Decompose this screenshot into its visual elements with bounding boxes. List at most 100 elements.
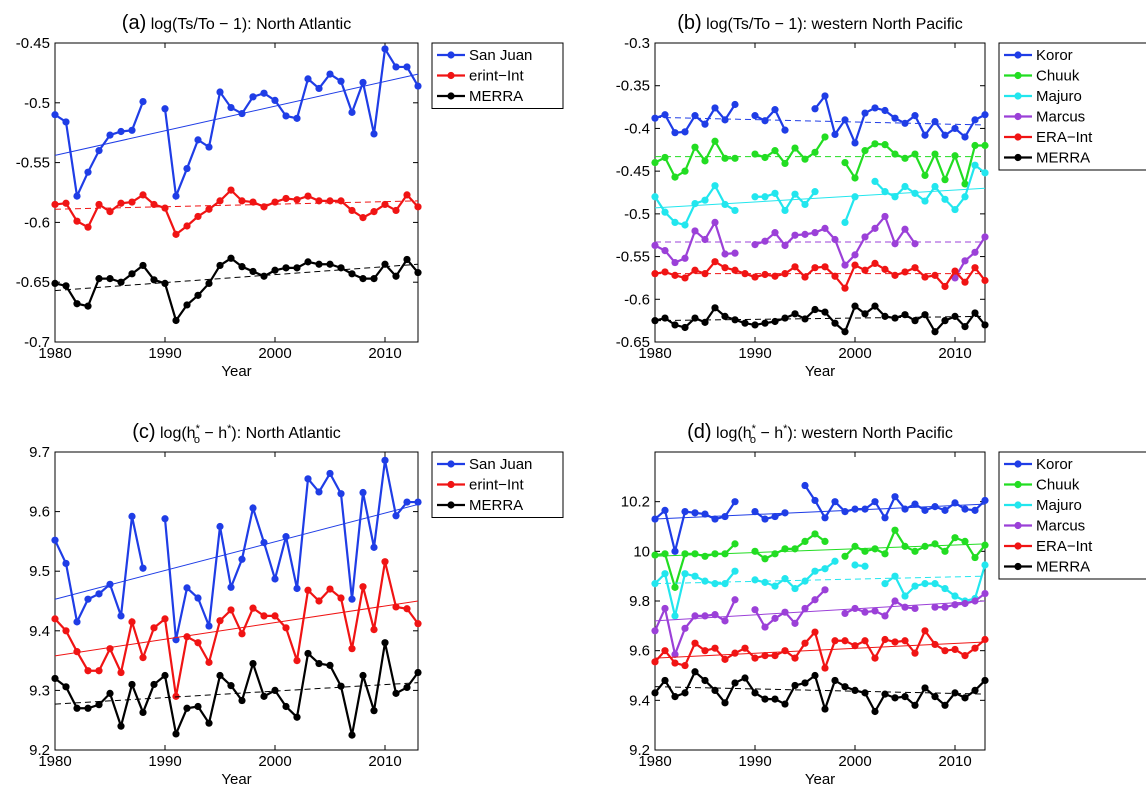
data-point [961, 133, 969, 141]
data-point [701, 196, 709, 204]
data-point [921, 197, 929, 205]
legend-label: MERRA [1036, 559, 1090, 576]
data-point [771, 512, 779, 521]
legend-marker [447, 51, 455, 59]
title-part: log(h [160, 425, 196, 442]
data-point [661, 268, 669, 276]
x-tick-label: 1990 [148, 345, 181, 362]
data-point [841, 552, 849, 560]
data-point [861, 689, 869, 697]
legend-label: MERRA [469, 497, 523, 514]
data-point [971, 141, 979, 150]
data-point [851, 302, 859, 310]
legend-label: MERRA [469, 88, 523, 105]
data-point [791, 144, 799, 152]
data-point [871, 104, 879, 112]
data-point [671, 321, 679, 329]
data-point [811, 628, 819, 636]
data-point [326, 469, 334, 478]
plot-area [654, 42, 986, 343]
trend-line [54, 503, 419, 600]
data-point [326, 70, 334, 78]
x-tick-label: 2000 [258, 753, 291, 770]
data-point [51, 200, 59, 209]
data-point [62, 559, 70, 568]
data-point [761, 695, 769, 703]
data-point [871, 498, 879, 506]
data-point [205, 719, 213, 727]
data-point [293, 657, 301, 665]
data-point [117, 199, 125, 207]
data-point [701, 577, 709, 585]
y-tick-label: -0.65 [16, 274, 50, 291]
data-point [801, 481, 809, 490]
data-point [731, 154, 739, 162]
data-point [671, 693, 679, 701]
data-point [701, 157, 709, 165]
data-point [51, 536, 59, 544]
data-point [981, 141, 989, 150]
data-point [881, 265, 889, 273]
data-point [117, 127, 125, 136]
data-point [205, 658, 213, 666]
legend-marker [1014, 562, 1022, 571]
data-point [337, 264, 345, 272]
data-point [117, 722, 125, 730]
data-point [260, 272, 268, 280]
y-tick-label: -0.6 [24, 214, 50, 231]
y-tick-label: -0.3 [624, 35, 650, 52]
data-point [381, 558, 389, 566]
series-line [654, 260, 986, 291]
data-point [861, 266, 869, 274]
data-point [861, 233, 869, 241]
data-point [128, 680, 136, 689]
data-point [651, 317, 659, 325]
data-point [751, 508, 759, 516]
data-point [911, 317, 919, 325]
data-point [811, 148, 819, 156]
data-point [781, 509, 789, 517]
legend-marker [1014, 133, 1022, 141]
data-point [721, 580, 729, 588]
y-tick-label: -0.45 [616, 163, 650, 180]
data-point [249, 659, 257, 668]
data-point [901, 119, 909, 127]
data-point [381, 456, 389, 464]
data-point [681, 128, 689, 136]
data-point [216, 88, 224, 96]
data-point [227, 682, 235, 690]
data-point [891, 240, 899, 248]
data-point [183, 633, 191, 641]
x-axis-label: Year [805, 771, 835, 788]
data-point [901, 693, 909, 701]
data-point [414, 668, 422, 677]
data-point [931, 182, 939, 191]
data-point [851, 686, 859, 695]
legend-marker [1014, 92, 1022, 100]
data-point [671, 650, 679, 658]
legend-marker [1014, 521, 1022, 530]
data-point [911, 112, 919, 120]
data-point [821, 224, 829, 232]
data-point [392, 603, 400, 611]
y-tick-label: 9.4 [29, 623, 50, 640]
legend-marker [1014, 71, 1022, 80]
data-point [831, 498, 839, 506]
data-point [651, 114, 659, 122]
data-point [681, 661, 689, 670]
data-point [791, 619, 799, 627]
data-point [128, 618, 136, 626]
data-point [891, 193, 899, 201]
data-point [831, 676, 839, 685]
data-point [771, 229, 779, 237]
data-point [761, 319, 769, 327]
data-point [951, 689, 959, 697]
data-point [801, 577, 809, 585]
data-point [172, 230, 180, 238]
data-point [761, 270, 769, 279]
data-point [721, 200, 729, 209]
data-point [691, 612, 699, 620]
data-point [691, 668, 699, 676]
x-tick-label: 1990 [738, 345, 771, 362]
data-point [851, 505, 859, 513]
